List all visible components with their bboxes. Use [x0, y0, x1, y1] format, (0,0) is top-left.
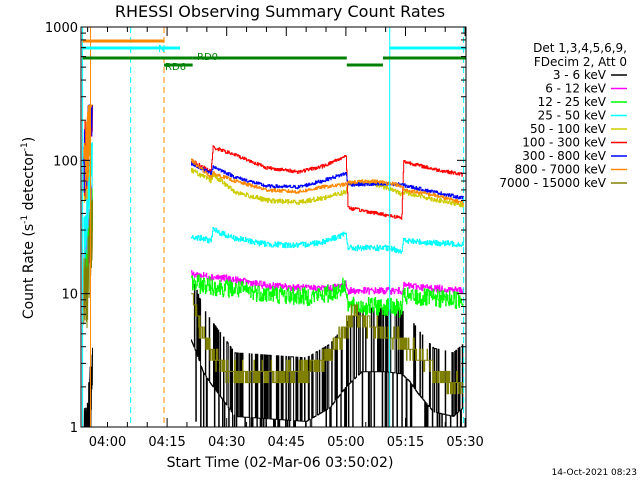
- plot-frame: [80, 26, 467, 428]
- legend-label-25-50-kev: 25 - 50 keV: [538, 109, 607, 123]
- series-line-3-6-kev: [191, 283, 464, 428]
- x-tick-label: 05:30: [446, 435, 483, 450]
- x-tick-label: 04:45: [268, 435, 305, 450]
- series-line-800-7000-kev: [191, 158, 464, 205]
- y-axis-label-exponent: -1: [20, 215, 30, 224]
- y-axis-label-exponent-2: -1: [20, 142, 30, 151]
- x-tick-label: 05:00: [327, 435, 364, 450]
- series-line-12-25-kev: [191, 274, 464, 318]
- marker-label-n: N: [158, 44, 165, 55]
- chart-title: RHESSI Observing Summary Count Rates: [115, 2, 445, 21]
- y-tick-label: 10: [61, 288, 78, 303]
- legend-label-6-12-kev: 6 - 12 keV: [545, 82, 607, 96]
- legend-header-line-1: Det 1,3,4,5,6,9,: [533, 41, 627, 55]
- axes: [80, 26, 467, 428]
- legend-label-100-300-kev: 100 - 300 keV: [522, 136, 606, 150]
- series-line-100-300-kev: [191, 145, 464, 220]
- legend-label-3-6-kev: 3 - 6 keV: [553, 68, 607, 82]
- marker-label-rd0: RD0: [197, 52, 218, 63]
- series-line-50-100-kev: [191, 168, 464, 208]
- series-line-7000-15000-kev: [191, 293, 464, 395]
- y-ticks: 1 10 100 1000: [45, 21, 466, 436]
- y-tick-label: 1000: [45, 21, 78, 36]
- x-ticks: 04:00 04:15 04:30 04:45 05:00 05:15 05:30: [87, 27, 484, 450]
- legend-header-line-2: FDecim 2, Att 0: [534, 55, 627, 69]
- x-tick-label: 04:15: [148, 435, 185, 450]
- legend-label-800-7000-kev: 800 - 7000 keV: [515, 163, 607, 177]
- footer-date: 14-Oct-2021 08:23: [552, 468, 637, 478]
- legend-label-7000-15000-kev: 7000 - 15000 keV: [499, 176, 606, 190]
- y-tick-label: 1: [70, 421, 78, 436]
- x-tick-label: 05:15: [387, 435, 424, 450]
- x-tick-label: 04:00: [89, 435, 126, 450]
- y-tick-label: 100: [53, 154, 78, 169]
- series-line-300-800-kev: [191, 161, 464, 200]
- legend-label-50-100-kev: 50 - 100 keV: [530, 122, 607, 136]
- legend-label-12-25-kev: 12 - 25 keV: [538, 95, 607, 109]
- x-axis-label: Start Time (02-Mar-06 03:50:02): [167, 455, 394, 471]
- y-axis-label: Count Rate (s-1 detector-1): [20, 137, 37, 319]
- legend: Det 1,3,4,5,6,9, FDecim 2, Att 0 3 - 6 k…: [499, 41, 627, 190]
- x-tick-label: 04:30: [208, 435, 245, 450]
- legend-label-300-800-kev: 300 - 800 keV: [522, 149, 606, 163]
- marker-label-rd6: RD6: [165, 62, 186, 73]
- series-line-25-50-kev: [191, 226, 464, 254]
